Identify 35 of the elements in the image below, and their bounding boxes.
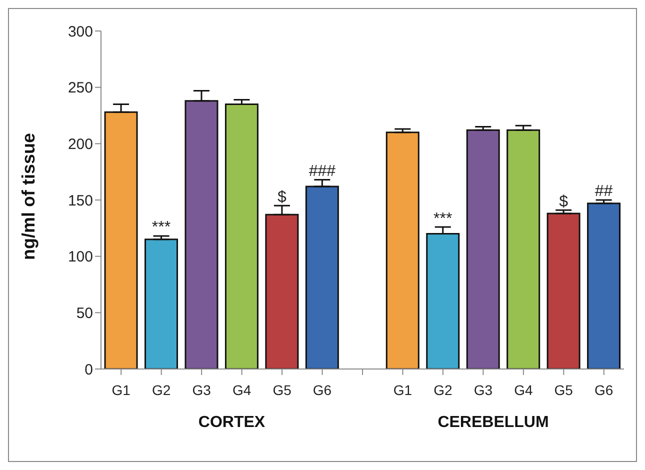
x-tick-label: G5 [272, 382, 292, 398]
x-tick-label: G4 [514, 382, 533, 398]
bar [466, 129, 500, 369]
y-tick-label: 300 [68, 23, 93, 40]
x-tick-label: G6 [312, 382, 332, 398]
x-tick-label: G6 [594, 382, 614, 398]
y-tick-label: 200 [68, 136, 93, 153]
data-label: ### [308, 163, 336, 180]
data-label: $ [559, 193, 568, 210]
x-tick-label: G5 [554, 382, 574, 398]
y-tick-label: 150 [68, 192, 93, 210]
x-tick-label: G2 [434, 382, 453, 398]
bar [386, 132, 420, 369]
bar [224, 103, 258, 369]
x-tick-label: G2 [152, 382, 171, 398]
bar [546, 212, 580, 369]
y-tick-label: 0 [84, 361, 93, 378]
data-label: *** [152, 219, 171, 236]
text: CORTEX [197, 414, 266, 432]
x-tick-label: G1 [112, 382, 131, 398]
x-tick-label: G3 [474, 382, 493, 398]
x-tick-label: G1 [393, 382, 412, 398]
y-axis-title: ng/ml of tissue [18, 132, 38, 260]
x-tick-label: G3 [192, 382, 212, 398]
bar [587, 202, 621, 369]
text: CEREBELLUM [436, 414, 550, 432]
x-tick-label: G4 [232, 382, 252, 398]
y-tick-label: 100 [68, 248, 93, 266]
y-tick-label: 250 [68, 80, 93, 97]
bar [506, 129, 540, 369]
y-tick-label: 50 [76, 304, 93, 322]
bar [144, 238, 178, 369]
data-label: *** [434, 210, 452, 228]
data-label: ## [594, 183, 613, 200]
data-label: $ [277, 189, 286, 206]
